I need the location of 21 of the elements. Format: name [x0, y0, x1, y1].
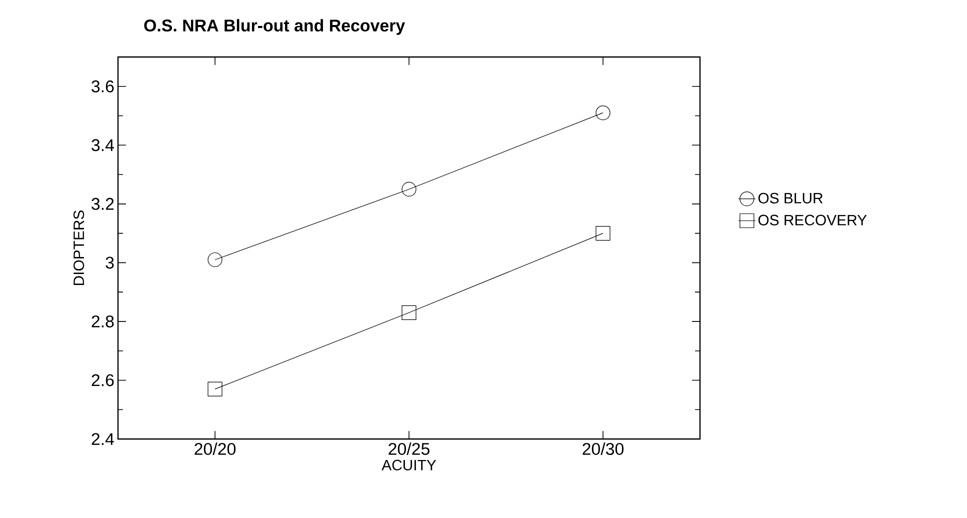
y-tick-label: 2.8 — [92, 315, 114, 328]
point — [208, 382, 222, 396]
point — [402, 182, 416, 197]
point — [402, 305, 416, 320]
y-tick-label: 3.2 — [92, 198, 114, 210]
y-axis-title: DIOPTERS — [74, 210, 84, 285]
x-tick-label: 20/25 — [388, 442, 430, 455]
x-tick-label: 20/30 — [582, 442, 624, 455]
y-tick-label: 3.6 — [92, 80, 114, 92]
legend-label: OS BLUR — [758, 192, 823, 204]
point — [596, 226, 610, 241]
point — [208, 252, 222, 268]
x-tick-label: 20/20 — [194, 442, 236, 455]
y-tick-label: 3 — [106, 256, 114, 269]
y-tick-label: 3.4 — [92, 139, 114, 152]
point — [596, 106, 610, 120]
y-tick-label: 2.6 — [92, 374, 114, 386]
chart-title: O.S. NRA Blur-out and Recovery — [144, 19, 406, 35]
x-axis-title: ACUITY — [382, 460, 436, 470]
y-tick-label: 2.4 — [92, 433, 114, 445]
legend-label: OS RECOVERY — [758, 214, 867, 226]
